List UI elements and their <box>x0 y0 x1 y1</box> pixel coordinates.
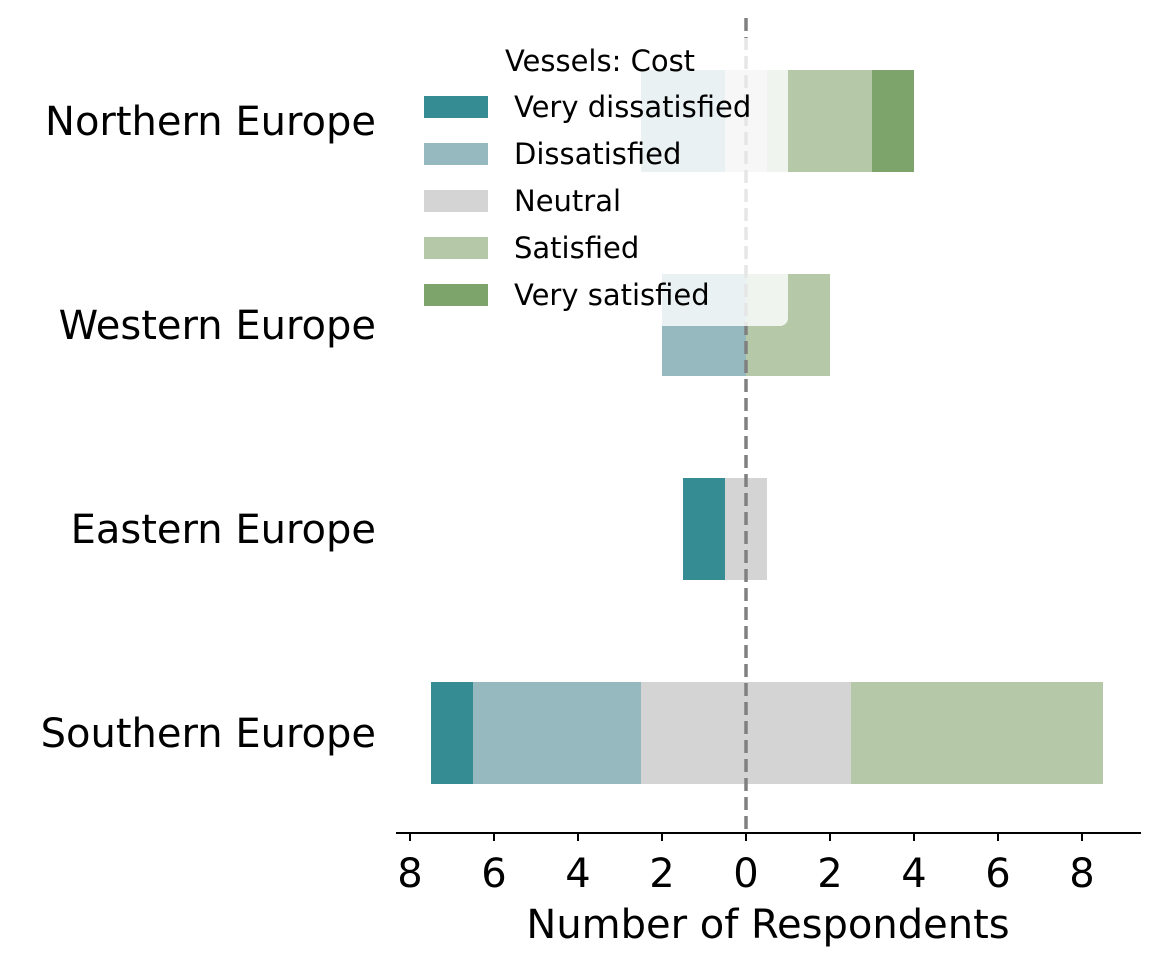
x-tick-label: 6 <box>481 851 506 897</box>
legend-swatch-dissatisfied <box>424 143 488 165</box>
x-axis-label: Number of Respondents <box>526 902 1009 948</box>
x-tick-label: 2 <box>817 851 842 897</box>
axis-layer: Northern Europe Western Europe Eastern Eur… <box>41 18 1141 948</box>
bar-southern-europe-dissatisfied <box>473 682 641 784</box>
category-label-eastern-europe: Eastern Europe <box>71 507 376 553</box>
legend-label-satisfied: Satisfied <box>514 231 639 265</box>
x-tick-label: 6 <box>985 851 1010 897</box>
category-label-northern-europe: Northern Europe <box>45 99 376 145</box>
x-tick-label: 4 <box>901 851 926 897</box>
bar-southern-europe-very-dissatisfied <box>431 682 473 784</box>
x-tick-label: 2 <box>649 851 674 897</box>
x-tick-label: 4 <box>565 851 590 897</box>
legend-swatch-neutral <box>424 190 488 212</box>
legend-label-very-dissatisfied: Very dissatisfied <box>514 90 751 124</box>
legend-title: Vessels: Cost <box>505 44 695 78</box>
legend-label-neutral: Neutral <box>514 184 621 218</box>
bar-southern-europe-satisfied <box>851 682 1103 784</box>
legend-label-dissatisfied: Dissatisfied <box>514 137 681 171</box>
legend-swatch-satisfied <box>424 237 488 259</box>
legend-swatch-very-satisfied <box>424 284 488 306</box>
legend: Vessels: Cost Very dissatisfied Dissatisfi… <box>410 38 788 326</box>
legend-box <box>410 38 788 326</box>
category-label-southern-europe: Southern Europe <box>41 711 376 757</box>
legend-swatch-very-dissatisfied <box>424 96 488 118</box>
bar-northern-europe-very-satisfied <box>872 70 914 172</box>
x-tick-label: 8 <box>397 851 422 897</box>
bar-eastern-europe-very-dissatisfied <box>683 478 725 580</box>
x-tick-label: 0 <box>733 851 758 897</box>
category-label-western-europe: Western Europe <box>59 303 376 349</box>
legend-label-very-satisfied: Very satisfied <box>514 278 710 312</box>
x-tick-label: 8 <box>1069 851 1094 897</box>
